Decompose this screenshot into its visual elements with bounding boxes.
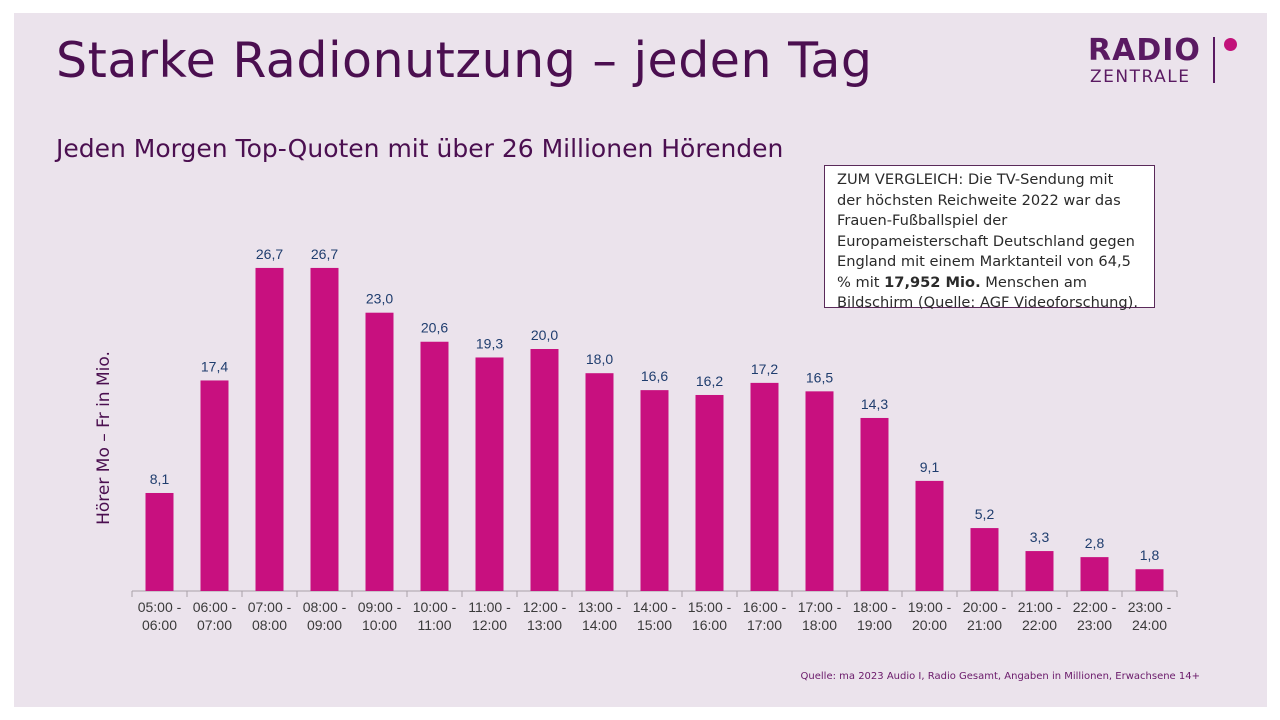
bar-value-label: 20,0 xyxy=(531,327,558,343)
page-title: Starke Radionutzung – jeden Tag xyxy=(56,32,873,89)
x-tick-label: 21:00 - xyxy=(1018,599,1062,615)
x-tick-label: 20:00 xyxy=(912,617,947,633)
note-text-1: ZUM VERGLEICH: Die TV-Sendung mit der hö… xyxy=(837,171,1135,291)
x-tick-label: 15:00 xyxy=(637,617,672,633)
bar-value-label: 23,0 xyxy=(366,291,393,307)
bar xyxy=(750,382,779,591)
bar-value-label: 26,7 xyxy=(256,246,283,262)
logo-word-radio: RADIO xyxy=(1088,33,1201,68)
x-tick-label: 15:00 - xyxy=(688,599,732,615)
x-tick-label: 08:00 - xyxy=(303,599,347,615)
bar xyxy=(640,390,669,591)
x-tick-label: 09:00 xyxy=(307,617,342,633)
bar xyxy=(805,391,834,591)
note-highlight: 17,952 Mio. xyxy=(884,273,981,291)
x-tick-label: 16:00 - xyxy=(743,599,787,615)
bar xyxy=(200,380,229,591)
x-tick-label: 07:00 - xyxy=(248,599,292,615)
bar-value-label: 17,2 xyxy=(751,361,778,377)
x-tick-label: 21:00 xyxy=(967,617,1002,633)
x-tick-label: 10:00 - xyxy=(413,599,457,615)
x-tick-label: 06:00 xyxy=(142,617,177,633)
x-tick-label: 22:00 xyxy=(1022,617,1057,633)
x-tick-label: 13:00 xyxy=(527,617,562,633)
x-tick-label: 11:00 - xyxy=(468,599,511,615)
bar xyxy=(255,267,284,591)
bar-value-label: 17,4 xyxy=(201,358,228,374)
bar xyxy=(310,267,339,591)
bar xyxy=(1025,551,1054,591)
bar xyxy=(1135,569,1164,591)
x-tick-label: 12:00 xyxy=(472,617,507,633)
x-tick-label: 14:00 xyxy=(582,617,617,633)
logo-dot-icon xyxy=(1224,38,1237,51)
x-tick-label: 20:00 - xyxy=(963,599,1007,615)
x-tick-label: 11:00 xyxy=(418,617,452,633)
bar-value-label: 1,8 xyxy=(1140,547,1160,563)
bar-value-label: 20,6 xyxy=(421,320,448,336)
x-tick-label: 24:00 xyxy=(1132,617,1167,633)
comparison-note: ZUM VERGLEICH: Die TV-Sendung mit der hö… xyxy=(824,165,1155,311)
bar xyxy=(695,394,724,591)
x-tick-label: 13:00 - xyxy=(578,599,622,615)
page-subtitle: Jeden Morgen Top-Quoten mit über 26 Mill… xyxy=(56,134,784,163)
bar xyxy=(1080,557,1109,591)
x-tick-label: 18:00 xyxy=(802,617,837,633)
bar xyxy=(530,349,559,591)
bar xyxy=(860,417,889,591)
x-tick-label: 12:00 - xyxy=(523,599,567,615)
x-tick-label: 18:00 - xyxy=(853,599,897,615)
bar-value-label: 18,0 xyxy=(586,351,613,367)
x-tick-label: 14:00 - xyxy=(633,599,677,615)
bar-value-label: 8,1 xyxy=(150,471,170,487)
radiozentrale-logo: RADIO ZENTRALE xyxy=(1088,33,1258,89)
x-tick-label: 22:00 - xyxy=(1073,599,1117,615)
x-tick-label: 19:00 - xyxy=(908,599,952,615)
bar xyxy=(365,312,394,591)
bar-value-label: 26,7 xyxy=(311,246,338,262)
bar xyxy=(585,373,614,591)
bar-value-label: 2,8 xyxy=(1085,535,1105,551)
x-tick-label: 16:00 xyxy=(692,617,727,633)
bar-value-label: 3,3 xyxy=(1030,529,1050,545)
x-tick-label: 23:00 - xyxy=(1128,599,1172,615)
bar xyxy=(145,492,174,591)
logo-divider xyxy=(1213,37,1215,83)
x-tick-label: 05:00 - xyxy=(138,599,182,615)
bar-value-label: 16,5 xyxy=(806,369,833,385)
x-tick-label: 17:00 - xyxy=(798,599,842,615)
x-tick-label: 17:00 xyxy=(747,617,782,633)
note-text-2: Menschen am Bildschirm (Quelle: AGF Vide… xyxy=(837,273,1138,312)
x-tick-label: 07:00 xyxy=(197,617,232,633)
x-tick-label: 09:00 - xyxy=(358,599,402,615)
source-note: Quelle: ma 2023 Audio I, Radio Gesamt, A… xyxy=(800,671,1200,682)
bar xyxy=(915,480,944,591)
logo-word-zentrale: ZENTRALE xyxy=(1090,67,1191,87)
x-tick-label: 23:00 xyxy=(1077,617,1112,633)
bar xyxy=(970,528,999,591)
x-tick-label: 08:00 xyxy=(252,617,287,633)
bar xyxy=(420,341,449,591)
bar-value-label: 5,2 xyxy=(975,506,995,522)
bar-value-label: 16,2 xyxy=(696,373,723,389)
bar-value-label: 16,6 xyxy=(641,368,668,384)
x-tick-label: 19:00 xyxy=(857,617,892,633)
bar-value-label: 14,3 xyxy=(861,396,888,412)
x-tick-label: 06:00 - xyxy=(193,599,237,615)
bar-value-label: 9,1 xyxy=(920,459,940,475)
x-tick-label: 10:00 xyxy=(362,617,397,633)
bar xyxy=(475,357,504,591)
y-axis-label: Hörer Mo – Fr in Mio. xyxy=(94,351,114,525)
bar-value-label: 19,3 xyxy=(476,335,503,351)
